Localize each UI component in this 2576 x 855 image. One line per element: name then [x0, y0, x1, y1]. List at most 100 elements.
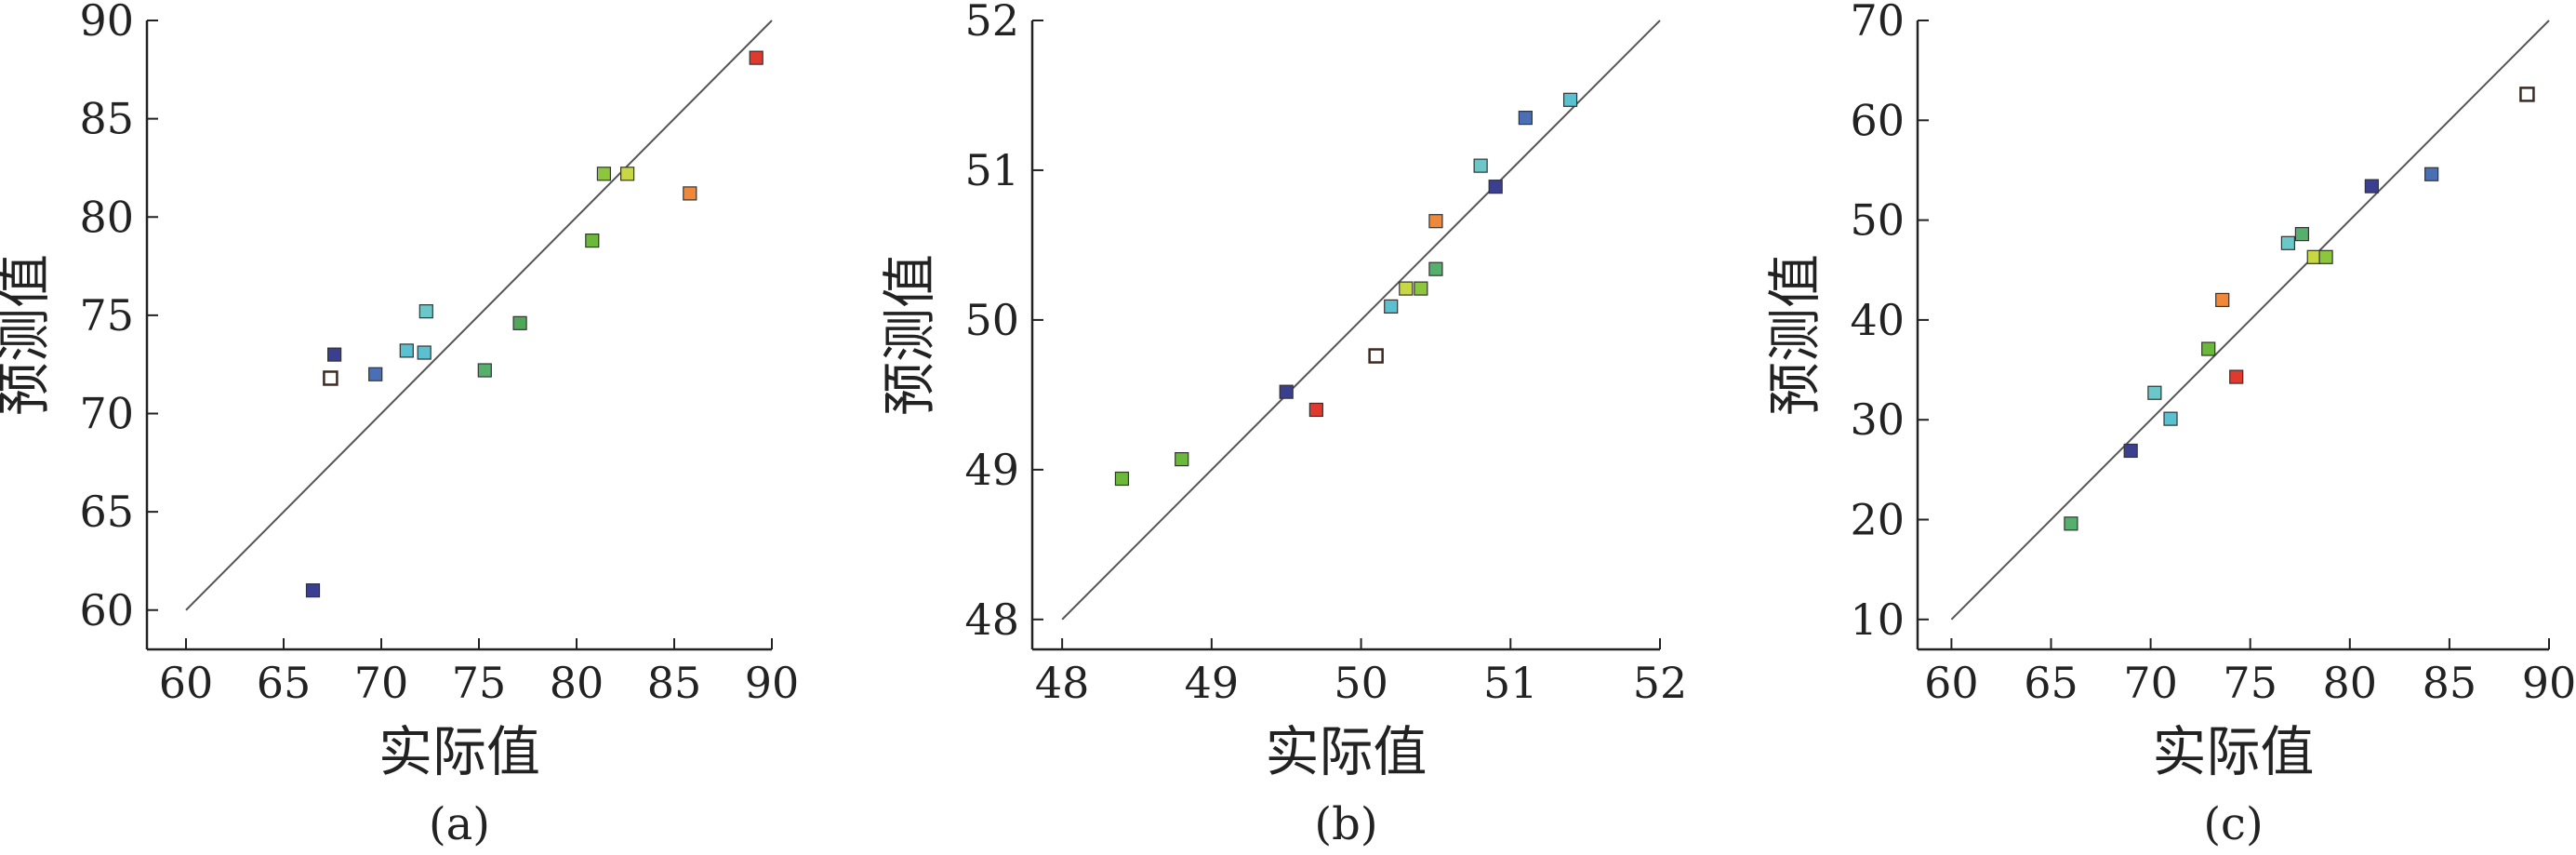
data-point	[2294, 227, 2309, 242]
data-point	[2519, 87, 2535, 102]
y-tick-label: 30	[1850, 394, 1905, 445]
axes-layer	[1030, 20, 1661, 651]
y-tick-label: 50	[964, 295, 1019, 345]
data-point	[2424, 167, 2439, 181]
reference-line	[1950, 20, 2550, 621]
x-axis-label: 实际值	[2152, 720, 2314, 783]
y-axis-label: 预测值	[1763, 254, 1826, 416]
y-tick-label: 10	[1850, 594, 1905, 645]
data-point	[417, 345, 432, 360]
y-tick-label: 48	[964, 594, 1019, 645]
data-point	[1308, 402, 1323, 418]
data-point	[2163, 411, 2178, 426]
data-point	[2147, 385, 2162, 400]
y-axis-label: 预测值	[0, 254, 56, 416]
reference-line	[1061, 20, 1661, 621]
y-tick-label: 70	[1850, 0, 1905, 46]
x-axis-label: 实际值	[1265, 720, 1427, 783]
x-tick-label: 52	[1633, 658, 1688, 708]
data-point	[1368, 348, 1384, 364]
data-point	[596, 167, 612, 181]
data-point	[2064, 516, 2078, 531]
data-point	[1428, 214, 1443, 229]
x-tick-label: 65	[257, 658, 312, 708]
x-tick-label: 70	[2123, 658, 2178, 708]
x-tick-label: 85	[2423, 658, 2477, 708]
points-layer	[305, 50, 764, 598]
y-tick-label: 60	[1850, 95, 1905, 145]
data-point	[2201, 341, 2216, 356]
y-tick-label: 50	[1850, 195, 1905, 246]
panel-label: (b)	[1314, 798, 1377, 850]
y-tick-label: 60	[79, 585, 134, 635]
panel-b: 48 49 50 51 52 48 49 50 51 52 实际值 预测值 (b)	[878, 0, 1687, 850]
reference-line-layer	[1950, 20, 2550, 621]
data-point	[2280, 235, 2296, 250]
data-point	[1562, 92, 1578, 107]
points-layer	[1114, 92, 1578, 487]
x-tick-label: 80	[550, 658, 604, 708]
data-point	[1399, 281, 1414, 296]
data-point	[1488, 180, 1503, 194]
data-point	[368, 367, 383, 381]
data-point	[2123, 443, 2138, 459]
data-point	[619, 167, 635, 181]
y-tick-label: 51	[964, 145, 1019, 195]
y-tick-label: 65	[79, 487, 134, 537]
y-tick-label: 75	[79, 290, 134, 341]
points-layer	[2064, 87, 2535, 531]
axes-layer	[145, 20, 773, 651]
axes-layer	[1916, 20, 2550, 651]
data-point	[1414, 281, 1428, 296]
data-point	[585, 234, 600, 248]
reference-line-layer	[185, 20, 773, 611]
y-tick-label: 70	[79, 389, 134, 439]
y-tick-label: 90	[79, 0, 134, 46]
panel-a: 60 65 70 75 80 85 90 60 65 70 75 80 85 90 实际值 预测值 (a)	[0, 0, 799, 850]
x-tick-label: 75	[452, 658, 507, 708]
x-tick-label: 70	[354, 658, 409, 708]
data-point	[1114, 471, 1130, 487]
data-point	[1473, 158, 1488, 173]
data-point	[1518, 111, 1533, 126]
reference-line	[185, 20, 773, 611]
x-tick-label: 90	[2522, 658, 2576, 708]
x-tick-label: 49	[1185, 658, 1240, 708]
x-tick-label: 85	[647, 658, 702, 708]
x-tick-label: 50	[1334, 658, 1388, 708]
x-tick-label: 75	[2223, 658, 2277, 708]
y-tick-label: 80	[79, 192, 134, 242]
x-tick-label: 60	[1924, 658, 1979, 708]
y-tick-label: 20	[1850, 495, 1905, 545]
data-point	[305, 583, 321, 598]
data-point	[2229, 369, 2244, 384]
data-point	[749, 50, 764, 65]
y-tick-label: 85	[79, 94, 134, 144]
y-tick-label: 40	[1850, 295, 1905, 345]
x-tick-label: 80	[2323, 658, 2378, 708]
data-point	[512, 315, 527, 330]
panel-c: 60 65 70 75 80 85 90 10 20 30 40 50 60 70 实际值 预测值 (c)	[1763, 0, 2576, 850]
y-tick-label: 52	[964, 0, 1019, 46]
tick-labels-layer: 60 65 70 75 80 85 90 60 65 70 75 80 85 90	[79, 0, 799, 708]
data-point	[323, 370, 339, 386]
data-point	[477, 363, 492, 378]
data-point	[2364, 179, 2379, 194]
data-point	[2306, 249, 2321, 264]
x-tick-label: 65	[2024, 658, 2078, 708]
x-tick-label: 48	[1035, 658, 1090, 708]
data-point	[327, 347, 342, 362]
data-point	[2318, 249, 2333, 264]
x-axis-label: 实际值	[378, 720, 540, 783]
panel-label: (c)	[2203, 798, 2263, 850]
y-tick-label: 49	[964, 445, 1019, 495]
reference-line-layer	[1061, 20, 1661, 621]
y-axis-label: 预测值	[878, 254, 941, 416]
x-tick-label: 90	[745, 658, 800, 708]
data-point	[1279, 384, 1294, 399]
panel-label: (a)	[429, 798, 490, 850]
data-point	[1428, 261, 1443, 276]
tick-labels-layer: 48 49 50 51 52 48 49 50 51 52	[964, 0, 1687, 708]
data-point	[418, 304, 433, 319]
